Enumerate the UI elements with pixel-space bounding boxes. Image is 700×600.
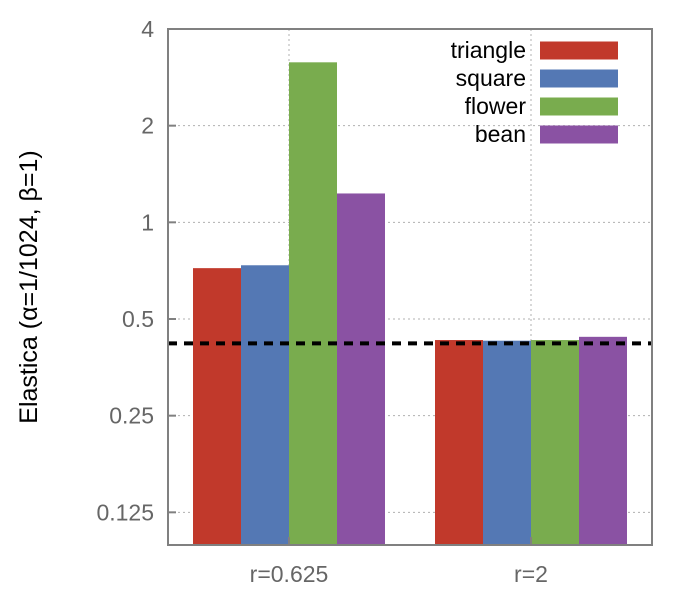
axes: 0.125 0.25 0.5 1 2 4 r=0.625 r=2 <box>96 16 653 587</box>
bar-square <box>483 340 531 545</box>
legend-label: flower <box>465 93 527 119</box>
bar-flower <box>531 340 579 545</box>
bar-triangle <box>193 268 241 545</box>
bar-bean <box>579 336 627 545</box>
bars <box>193 62 627 546</box>
bar-triangle <box>435 340 483 545</box>
y-tick-label: 4 <box>141 16 154 42</box>
bar-bean <box>337 193 385 546</box>
legend-swatch-square <box>540 69 618 88</box>
legend-swatch-triangle <box>540 41 618 60</box>
y-tick-label: 0.125 <box>96 499 154 525</box>
legend-swatch-bean <box>540 125 618 144</box>
y-tick-label: 2 <box>141 113 154 139</box>
legend-label: triangle <box>451 37 526 63</box>
y-tick-label: 0.5 <box>122 306 154 332</box>
legend-label: bean <box>475 121 526 147</box>
y-tick-label: 1 <box>141 209 154 235</box>
legend-swatch-flower <box>540 97 618 116</box>
plot-border <box>167 28 653 546</box>
x-tick-label: r=2 <box>514 561 548 587</box>
bar-square <box>241 265 289 545</box>
x-tick-label: r=0.625 <box>250 561 329 587</box>
y-tick-label: 0.25 <box>109 403 154 429</box>
bar-flower <box>289 62 337 546</box>
y-axis-title: Elastica (α=1/1024, β=1) <box>15 150 43 423</box>
legend-label: square <box>456 65 526 91</box>
